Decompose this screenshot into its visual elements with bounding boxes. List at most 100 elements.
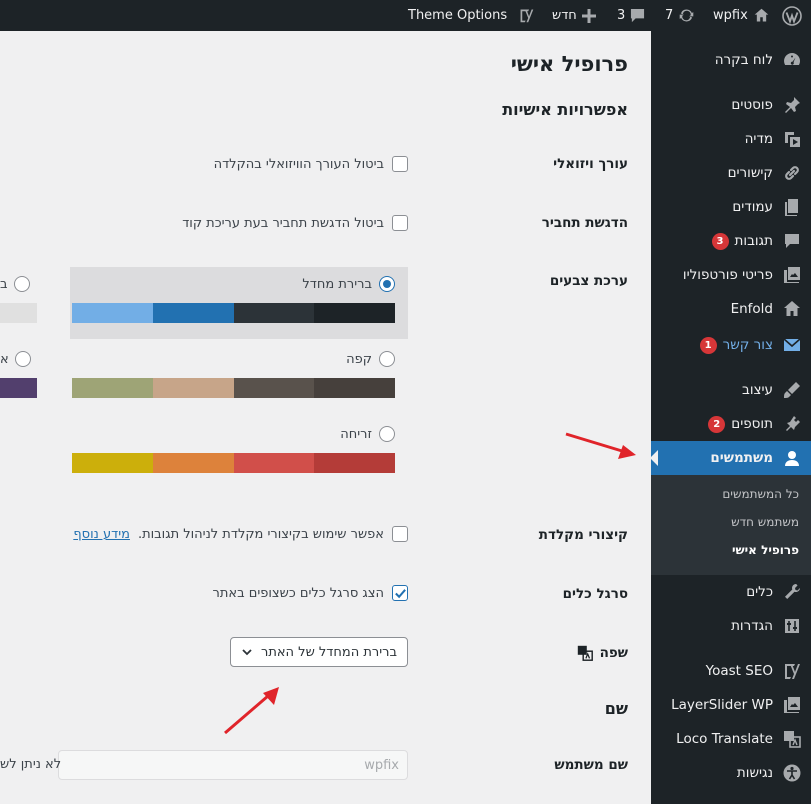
site-name-link[interactable]: wpfix bbox=[713, 0, 770, 31]
menu-label: עמודים bbox=[732, 199, 773, 215]
swatch bbox=[314, 378, 395, 398]
toolbar-row[interactable]: הצג סרגל כלים כשצופים באתר bbox=[213, 585, 408, 601]
menu-item-links[interactable]: קישורים bbox=[651, 156, 811, 190]
swatch bbox=[314, 303, 395, 323]
translate-icon bbox=[576, 644, 594, 662]
username-note: לא ניתן לש bbox=[0, 757, 62, 772]
swatch bbox=[233, 378, 315, 398]
menu-label-text: צור קשר bbox=[722, 337, 773, 353]
visual-editor-row[interactable]: ביטול העורך הוויזואלי בהקלדה bbox=[214, 156, 408, 172]
menu-item-pages[interactable]: עמודים bbox=[651, 190, 811, 224]
swatch bbox=[72, 453, 153, 473]
color-scheme-default[interactable]: ברירת מחדל bbox=[70, 267, 408, 339]
menu-item-accessibility[interactable]: נגישות bbox=[651, 756, 811, 790]
menu-label: תוספים 2 bbox=[708, 407, 773, 441]
menu-item-users[interactable]: משתמשים bbox=[650, 441, 811, 475]
users-submenu: כל המשתמשים משתמש חדש פרופיל אישי bbox=[651, 475, 811, 575]
swatch bbox=[314, 453, 395, 473]
menu-item-appearance[interactable]: עיצוב bbox=[651, 373, 811, 407]
swatch-cut bbox=[0, 303, 37, 323]
color-scheme-sunrise[interactable]: זריחה bbox=[70, 417, 408, 489]
color-scheme-coffee[interactable]: קפה bbox=[70, 342, 408, 414]
settings-icon bbox=[781, 615, 803, 637]
menu-item-enfold[interactable]: Enfold bbox=[651, 292, 811, 326]
menu-item-comments[interactable]: תגובות 3 bbox=[651, 224, 811, 258]
scheme-name-row: קפה bbox=[346, 351, 395, 367]
arrow-to-language-select bbox=[224, 687, 279, 735]
shortcuts-checkbox[interactable] bbox=[392, 526, 408, 542]
syntax-highlight-label: הדגשת תחביר bbox=[541, 215, 628, 231]
more-info-link[interactable]: מידע נוסף bbox=[73, 526, 130, 542]
menu-item-media[interactable]: מדיה bbox=[651, 122, 811, 156]
accessibility-icon bbox=[781, 762, 803, 784]
menu-item-tools[interactable]: כלים bbox=[651, 575, 811, 609]
user-icon bbox=[781, 447, 803, 469]
scheme-name: ברירת מחדל bbox=[302, 276, 372, 292]
menu-item-portfolio[interactable]: פריטי פורטפוליו bbox=[651, 258, 811, 292]
scheme-radio[interactable] bbox=[379, 276, 395, 292]
username-label: שם משתמש bbox=[554, 757, 628, 773]
menu-item-dashboard[interactable]: לוח בקרה bbox=[651, 43, 811, 77]
shortcuts-label: קיצורי מקלדת bbox=[538, 527, 628, 543]
updates-count: 7 bbox=[665, 8, 674, 23]
menu-item-contact[interactable]: צור קשר 1 bbox=[651, 328, 811, 362]
swatch bbox=[233, 453, 315, 473]
visual-editor-checkbox[interactable] bbox=[392, 156, 408, 172]
syntax-highlight-row[interactable]: ביטול הדגשת תחביר בעת עריכת קוד bbox=[182, 215, 408, 231]
submenu-all-users[interactable]: כל המשתמשים bbox=[722, 487, 799, 501]
menu-item-layerslider[interactable]: LayerSlider WP bbox=[651, 688, 811, 722]
contact-badge: 1 bbox=[699, 336, 717, 354]
scheme-radio[interactable] bbox=[379, 426, 395, 442]
menu-item-loco[interactable]: Loco Translate bbox=[651, 722, 811, 756]
home-icon bbox=[753, 7, 770, 24]
menu-label: Loco Translate bbox=[676, 731, 773, 747]
pin-icon bbox=[781, 94, 803, 116]
menu-label: פריטי פורטפוליו bbox=[682, 267, 773, 283]
menu-label: תגובות 3 bbox=[711, 224, 773, 258]
comment-icon bbox=[630, 8, 645, 23]
menu-item-yoast[interactable]: Yoast SEO bbox=[651, 654, 811, 688]
username-value: wpfix bbox=[364, 757, 399, 773]
menu-label: קישורים bbox=[727, 165, 773, 181]
swatch bbox=[72, 303, 153, 323]
wordpress-logo-button[interactable] bbox=[782, 0, 802, 31]
language-select[interactable]: ברירת המחדל של האתר bbox=[230, 637, 408, 667]
color-scheme-label: ערכת צבעים bbox=[549, 273, 628, 289]
wrench-icon bbox=[781, 581, 803, 603]
shortcuts-row[interactable]: אפשר שימוש בקיצורי מקלדת לניהול תגובות. … bbox=[73, 526, 408, 542]
update-icon bbox=[678, 7, 695, 24]
chevron-down-icon bbox=[241, 646, 253, 658]
scheme-radio[interactable] bbox=[14, 351, 31, 367]
swatch-cut bbox=[0, 378, 37, 398]
page-title: פרופיל אישי bbox=[510, 52, 628, 76]
visual-editor-text: ביטול העורך הוויזואלי בהקלדה bbox=[213, 156, 384, 172]
toolbar-checkbox[interactable] bbox=[392, 585, 408, 601]
scheme-radio[interactable] bbox=[379, 351, 395, 367]
new-content-button[interactable]: חדש bbox=[552, 0, 596, 31]
menu-label: LayerSlider WP bbox=[671, 697, 773, 713]
color-scheme-cut-2[interactable]: א bbox=[0, 351, 31, 367]
updates-button[interactable]: 7 bbox=[665, 0, 695, 31]
menu-item-posts[interactable]: פוסטים bbox=[651, 88, 811, 122]
syntax-highlight-checkbox[interactable] bbox=[392, 215, 408, 231]
color-scheme-cut-1[interactable]: ב bbox=[0, 276, 30, 292]
theme-options-link[interactable]: Theme Options bbox=[408, 0, 507, 31]
menu-item-settings[interactable]: הגדרות bbox=[651, 609, 811, 643]
submenu-profile[interactable]: פרופיל אישי bbox=[731, 543, 799, 557]
submenu-add-new[interactable]: משתמש חדש bbox=[731, 515, 799, 529]
swatch bbox=[152, 453, 234, 473]
yoast-bar-button[interactable] bbox=[518, 0, 535, 31]
visual-editor-label: עורך ויזואלי bbox=[553, 156, 628, 172]
comments-badge: 3 bbox=[711, 232, 729, 250]
admin-bar: Theme Options חדש 3 7 wpfix bbox=[0, 0, 811, 31]
comments-button[interactable]: 3 bbox=[617, 0, 645, 31]
plugins-badge: 2 bbox=[708, 415, 726, 433]
annotation-arrows bbox=[224, 432, 636, 735]
section-title: אפשרויות אישיות bbox=[502, 100, 628, 119]
scheme-radio[interactable] bbox=[13, 276, 30, 292]
username-field[interactable]: wpfix bbox=[58, 750, 408, 780]
link-icon bbox=[781, 162, 803, 184]
menu-item-plugins[interactable]: תוספים 2 bbox=[651, 407, 811, 441]
brush-icon bbox=[781, 379, 803, 401]
arrow-to-users-menu bbox=[565, 432, 636, 459]
